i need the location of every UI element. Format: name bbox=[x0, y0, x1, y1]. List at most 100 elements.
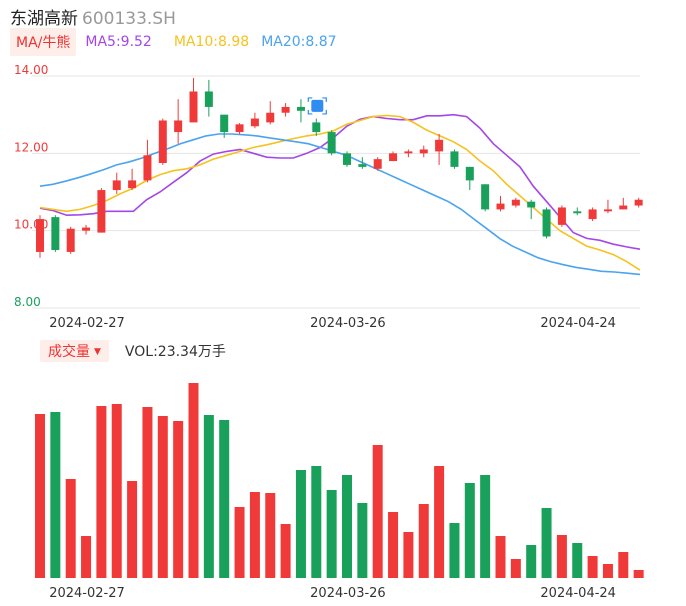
x-tick-label: 2024-03-26 bbox=[310, 316, 386, 331]
candle-body bbox=[235, 124, 244, 133]
volume-bar bbox=[173, 421, 184, 578]
candle-body bbox=[189, 91, 198, 123]
y-tick-label: 12.00 bbox=[14, 140, 48, 154]
y-tick-label: 8.00 bbox=[14, 295, 41, 309]
candle-body bbox=[143, 155, 152, 181]
volume-indicator-dropdown[interactable]: 成交量 ▼ bbox=[40, 340, 109, 362]
candle-body bbox=[542, 209, 551, 237]
candle-body bbox=[97, 190, 106, 233]
volume-bar bbox=[234, 507, 245, 578]
x-tick-label: 2024-02-27 bbox=[49, 316, 125, 331]
volume-bar bbox=[541, 508, 552, 578]
candle-body bbox=[588, 209, 597, 220]
candle-body bbox=[573, 211, 582, 214]
candle-body bbox=[557, 207, 566, 225]
volume-bar bbox=[480, 475, 491, 578]
candle-body bbox=[619, 205, 628, 210]
candle-body bbox=[496, 203, 505, 210]
ma-legend: MA/牛熊 MA5:9.52 MA10:8.98 MA20:8.87 bbox=[10, 28, 337, 56]
candle-body bbox=[281, 106, 290, 113]
candle-body bbox=[343, 153, 351, 165]
candle-body bbox=[389, 153, 398, 162]
y-tick-label: 14.00 bbox=[14, 63, 48, 77]
candle-body bbox=[174, 120, 183, 133]
volume-bar bbox=[633, 570, 644, 578]
candle-body bbox=[373, 159, 382, 169]
volume-bar bbox=[50, 412, 61, 578]
candle-body bbox=[358, 164, 367, 167]
stock-code: 600133.SH bbox=[82, 9, 176, 29]
volume-bar bbox=[572, 543, 583, 578]
volume-bar bbox=[434, 466, 445, 578]
volume-bar bbox=[357, 503, 368, 578]
volume-bar bbox=[311, 466, 322, 578]
volume-bar bbox=[556, 535, 567, 578]
candle-body bbox=[450, 151, 459, 167]
candle-body bbox=[66, 228, 75, 252]
ma5-label: MA5:9.52 bbox=[85, 34, 152, 50]
candle-body bbox=[128, 180, 137, 189]
stock-title: 东湖高新 600133.SH bbox=[10, 4, 176, 29]
volume-bar bbox=[510, 559, 521, 578]
candle-body bbox=[296, 106, 305, 111]
candle-body bbox=[250, 118, 259, 127]
volume-bar bbox=[295, 470, 306, 578]
stock-name: 东湖高新 bbox=[10, 9, 78, 29]
candle-body bbox=[82, 227, 91, 231]
volume-bar bbox=[280, 524, 291, 578]
candle-body bbox=[465, 166, 474, 181]
volume-bar bbox=[81, 536, 92, 578]
ma10-line bbox=[39, 114, 641, 271]
ma20-line bbox=[39, 133, 641, 276]
candle-body bbox=[481, 184, 490, 210]
volume-bar bbox=[219, 420, 230, 578]
indicator-tag[interactable]: MA/牛熊 bbox=[10, 28, 77, 56]
volume-bar bbox=[388, 512, 399, 578]
volume-x-tick-label: 2024-03-26 bbox=[310, 586, 386, 601]
volume-bar bbox=[526, 545, 537, 578]
candle-body bbox=[312, 122, 321, 133]
volume-bar bbox=[372, 445, 383, 578]
candle-body bbox=[603, 209, 612, 212]
candle-body bbox=[634, 199, 643, 206]
candle-body bbox=[435, 139, 444, 152]
volume-bar bbox=[587, 556, 598, 578]
volume-bar bbox=[157, 416, 168, 578]
volume-bar bbox=[495, 536, 506, 578]
candle-body bbox=[404, 151, 413, 154]
volume-bar bbox=[127, 481, 138, 578]
volume-bar bbox=[464, 483, 475, 578]
candle-body bbox=[158, 120, 167, 163]
event-marker-frame-icon bbox=[307, 97, 327, 115]
candle-body bbox=[266, 112, 275, 123]
volume-bar bbox=[418, 504, 429, 578]
volume-label: 成交量 bbox=[48, 344, 90, 360]
caret-down-icon: ▼ bbox=[94, 347, 101, 357]
volume-bar bbox=[342, 475, 352, 578]
volume-bar bbox=[65, 479, 76, 578]
ma5-line bbox=[39, 113, 641, 250]
volume-x-tick-label: 2024-04-24 bbox=[540, 586, 616, 601]
volume-legend: 成交量 ▼ VOL:23.34万手 bbox=[40, 340, 226, 362]
volume-bar bbox=[203, 415, 214, 578]
volume-bar bbox=[249, 492, 260, 578]
volume-bar bbox=[449, 523, 460, 578]
volume-value: VOL:23.34万手 bbox=[124, 344, 226, 360]
candle-body bbox=[51, 217, 60, 250]
candle-body bbox=[112, 180, 121, 191]
candle-body bbox=[220, 114, 229, 133]
candle-body bbox=[527, 201, 536, 208]
volume-bar bbox=[35, 414, 45, 578]
candle-body bbox=[36, 219, 44, 252]
volume-bar bbox=[618, 552, 629, 578]
x-tick-label: 2024-04-24 bbox=[540, 316, 616, 331]
candle-body bbox=[511, 199, 520, 206]
candle-body bbox=[204, 91, 213, 107]
volume-bar bbox=[111, 404, 122, 578]
ma10-label: MA10:8.98 bbox=[173, 34, 250, 50]
volume-bar bbox=[265, 493, 276, 578]
ma20-label: MA20:8.87 bbox=[261, 34, 337, 50]
volume-bar bbox=[188, 383, 199, 578]
volume-bar bbox=[403, 532, 414, 578]
